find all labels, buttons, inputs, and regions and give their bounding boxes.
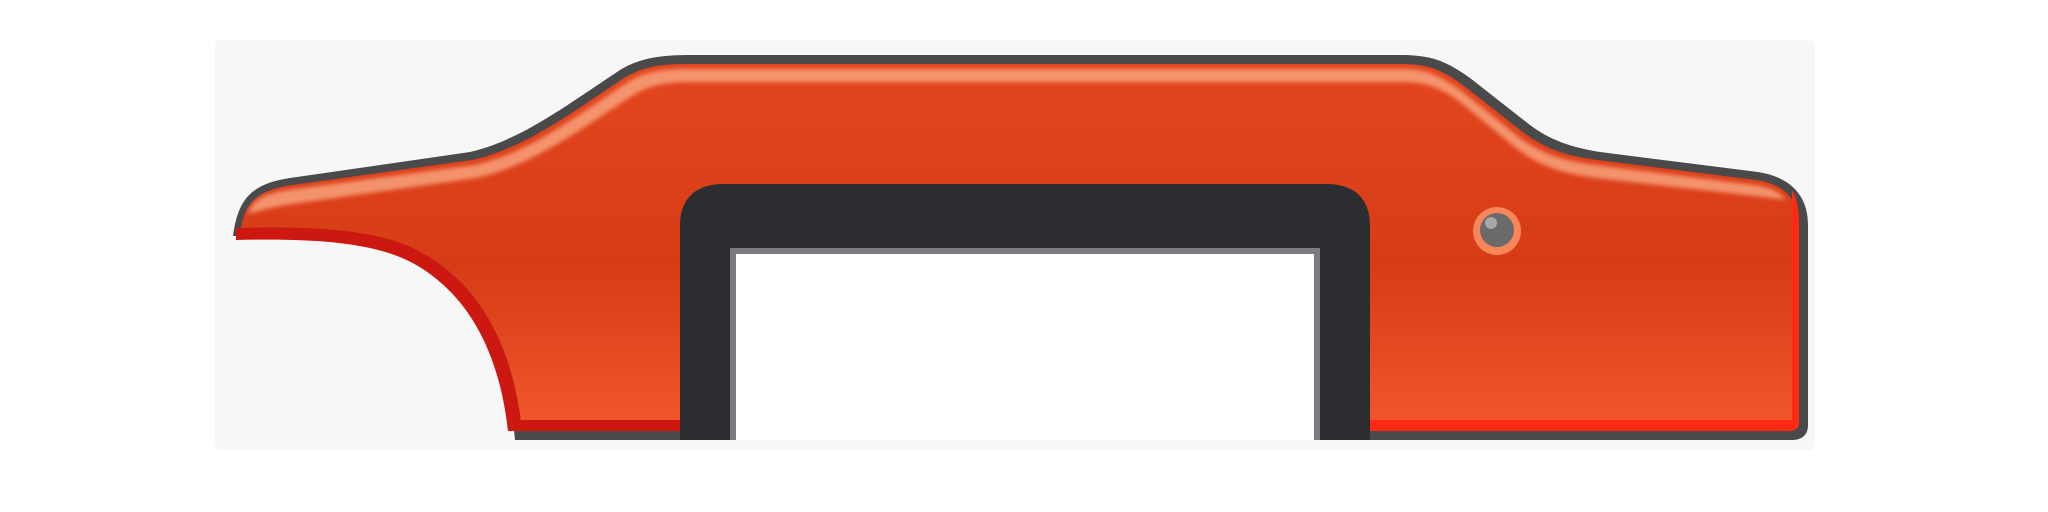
rivet-shine — [1485, 217, 1497, 229]
left-foot-edge — [510, 420, 720, 431]
top-highlight — [248, 69, 1786, 214]
hook-edge — [236, 227, 522, 431]
slot-opening — [736, 254, 1314, 440]
clamp-body — [240, 64, 1799, 431]
rivet-icon — [1480, 213, 1514, 247]
